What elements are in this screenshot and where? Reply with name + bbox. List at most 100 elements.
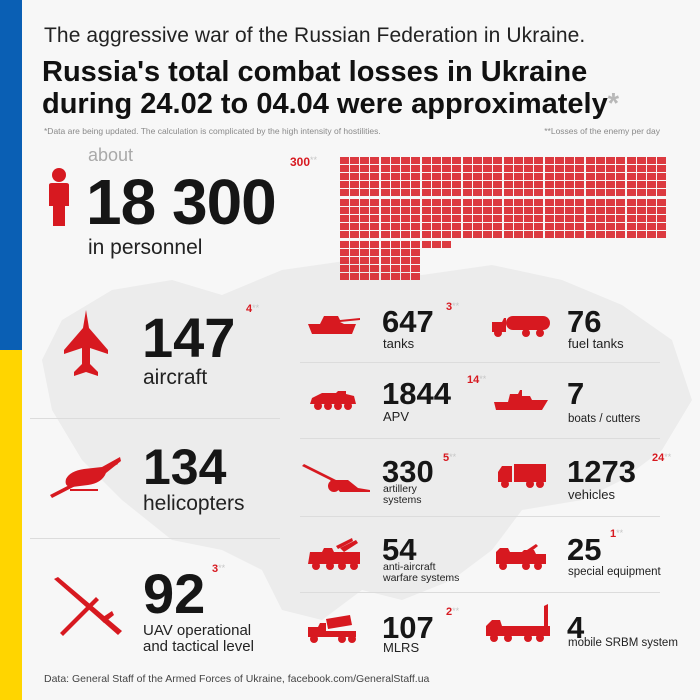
personnel-grid-cell (575, 223, 584, 230)
personnel-grid-cell (493, 199, 502, 206)
apv-count: 1844 (382, 376, 451, 411)
personnel-grid-cell (473, 215, 482, 222)
personnel-grid-cell (575, 181, 584, 188)
personnel-grid-cell (411, 241, 420, 248)
person-icon (49, 168, 69, 226)
personnel-grid-cell (483, 199, 492, 206)
personnel-grid-cell (381, 249, 390, 256)
personnel-grid-cell (442, 231, 451, 238)
personnel-grid-cell (555, 189, 564, 196)
personnel-grid-cell (401, 181, 410, 188)
personnel-grid-cell (596, 207, 605, 214)
personnel-grid-cell (350, 207, 359, 214)
personnel-grid-cell (350, 199, 359, 206)
personnel-grid-cell (411, 273, 420, 280)
personnel-grid-cell (555, 199, 564, 206)
tanks-delta: 3** (446, 301, 460, 313)
personnel-grid-cell (586, 157, 595, 164)
personnel-grid-cell (565, 189, 574, 196)
personnel-grid-cell (422, 215, 431, 222)
personnel-grid-cell (360, 265, 369, 272)
personnel-grid-cell (370, 189, 379, 196)
personnel-grid-cell (514, 165, 523, 172)
personnel-grid-cell (493, 189, 502, 196)
personnel-grid-cell (616, 173, 625, 180)
personnel-grid-cell (534, 223, 543, 230)
srbm-count: 4 (567, 610, 585, 645)
personnel-grid-cell (391, 273, 400, 280)
title-star: * (607, 88, 620, 120)
personnel-grid-cell (442, 181, 451, 188)
personnel-grid-cell (452, 199, 461, 206)
personnel-grid-cell (473, 207, 482, 214)
personnel-grid-cell (524, 173, 533, 180)
personnel-grid-cell (555, 173, 564, 180)
personnel-grid-cell (340, 257, 349, 264)
personnel-grid-cell (401, 265, 410, 272)
personnel-grid-cell (637, 207, 646, 214)
personnel-grid-cell (483, 165, 492, 172)
personnel-grid-cell (514, 199, 523, 206)
personnel-grid-cell (360, 165, 369, 172)
personnel-delta: 300** (290, 155, 318, 169)
personnel-grid-cell (473, 189, 482, 196)
personnel-grid-cell (401, 207, 410, 214)
personnel-grid-cell (340, 207, 349, 214)
personnel-grid-cell (565, 181, 574, 188)
personnel-grid-cell (545, 199, 554, 206)
personnel-grid-cell (473, 199, 482, 206)
personnel-grid-cell (483, 181, 492, 188)
personnel-grid-cell (514, 181, 523, 188)
personnel-grid-cell (422, 181, 431, 188)
personnel-grid-cell (524, 157, 533, 164)
personnel-grid-cell (493, 207, 502, 214)
personnel-grid-cell (555, 157, 564, 164)
personnel-grid-cell (637, 189, 646, 196)
flag-blue-stripe (0, 0, 22, 350)
personnel-grid-cell (565, 165, 574, 172)
personnel-grid-cell (381, 181, 390, 188)
personnel-grid-cell (350, 157, 359, 164)
aircraft-count: 147 (142, 306, 236, 369)
anti-aircraft-count: 54 (382, 532, 417, 567)
personnel-grid-cell (401, 257, 410, 264)
personnel-grid-cell (637, 157, 646, 164)
personnel-grid-cell (524, 223, 533, 230)
personnel-grid-cell (637, 165, 646, 172)
personnel-grid-cell (514, 189, 523, 196)
personnel-grid-cell (647, 181, 656, 188)
personnel-grid-cell (381, 189, 390, 196)
personnel-grid-cell (616, 231, 625, 238)
mlrs-delta: 2** (446, 606, 460, 618)
personnel-grid-cell (452, 181, 461, 188)
personnel-grid-cell (381, 199, 390, 206)
personnel-grid-cell (381, 157, 390, 164)
personnel-grid-cell (463, 173, 472, 180)
personnel-grid-cell (391, 265, 400, 272)
personnel-grid-cell (360, 157, 369, 164)
personnel-grid-cell (401, 173, 410, 180)
special-equipment-label: special equipment (568, 566, 661, 578)
personnel-grid-cell (606, 173, 615, 180)
divider (300, 362, 660, 363)
personnel-grid-cell (534, 231, 543, 238)
personnel-grid-cell (411, 257, 420, 264)
personnel-grid-cell (545, 215, 554, 222)
personnel-grid-cell (422, 157, 431, 164)
personnel-grid-cell (381, 215, 390, 222)
fuel-tanks-label: fuel tanks (568, 336, 624, 351)
personnel-grid-cell (565, 207, 574, 214)
personnel-grid-cell (340, 265, 349, 272)
title-line-2: during 24.02 to 04.04 were approximately… (42, 88, 620, 120)
personnel-grid-cell (596, 157, 605, 164)
personnel-grid-cell (360, 181, 369, 188)
personnel-grid-cell (370, 181, 379, 188)
personnel-grid-cell (452, 223, 461, 230)
personnel-grid-cell (432, 241, 441, 248)
fuel-tanks-count: 76 (567, 304, 602, 339)
personnel-grid-cell (360, 207, 369, 214)
personnel-grid-cell (360, 231, 369, 238)
personnel-grid-cell (647, 173, 656, 180)
personnel-grid-cell (442, 199, 451, 206)
jet-fighter-icon (64, 310, 108, 376)
